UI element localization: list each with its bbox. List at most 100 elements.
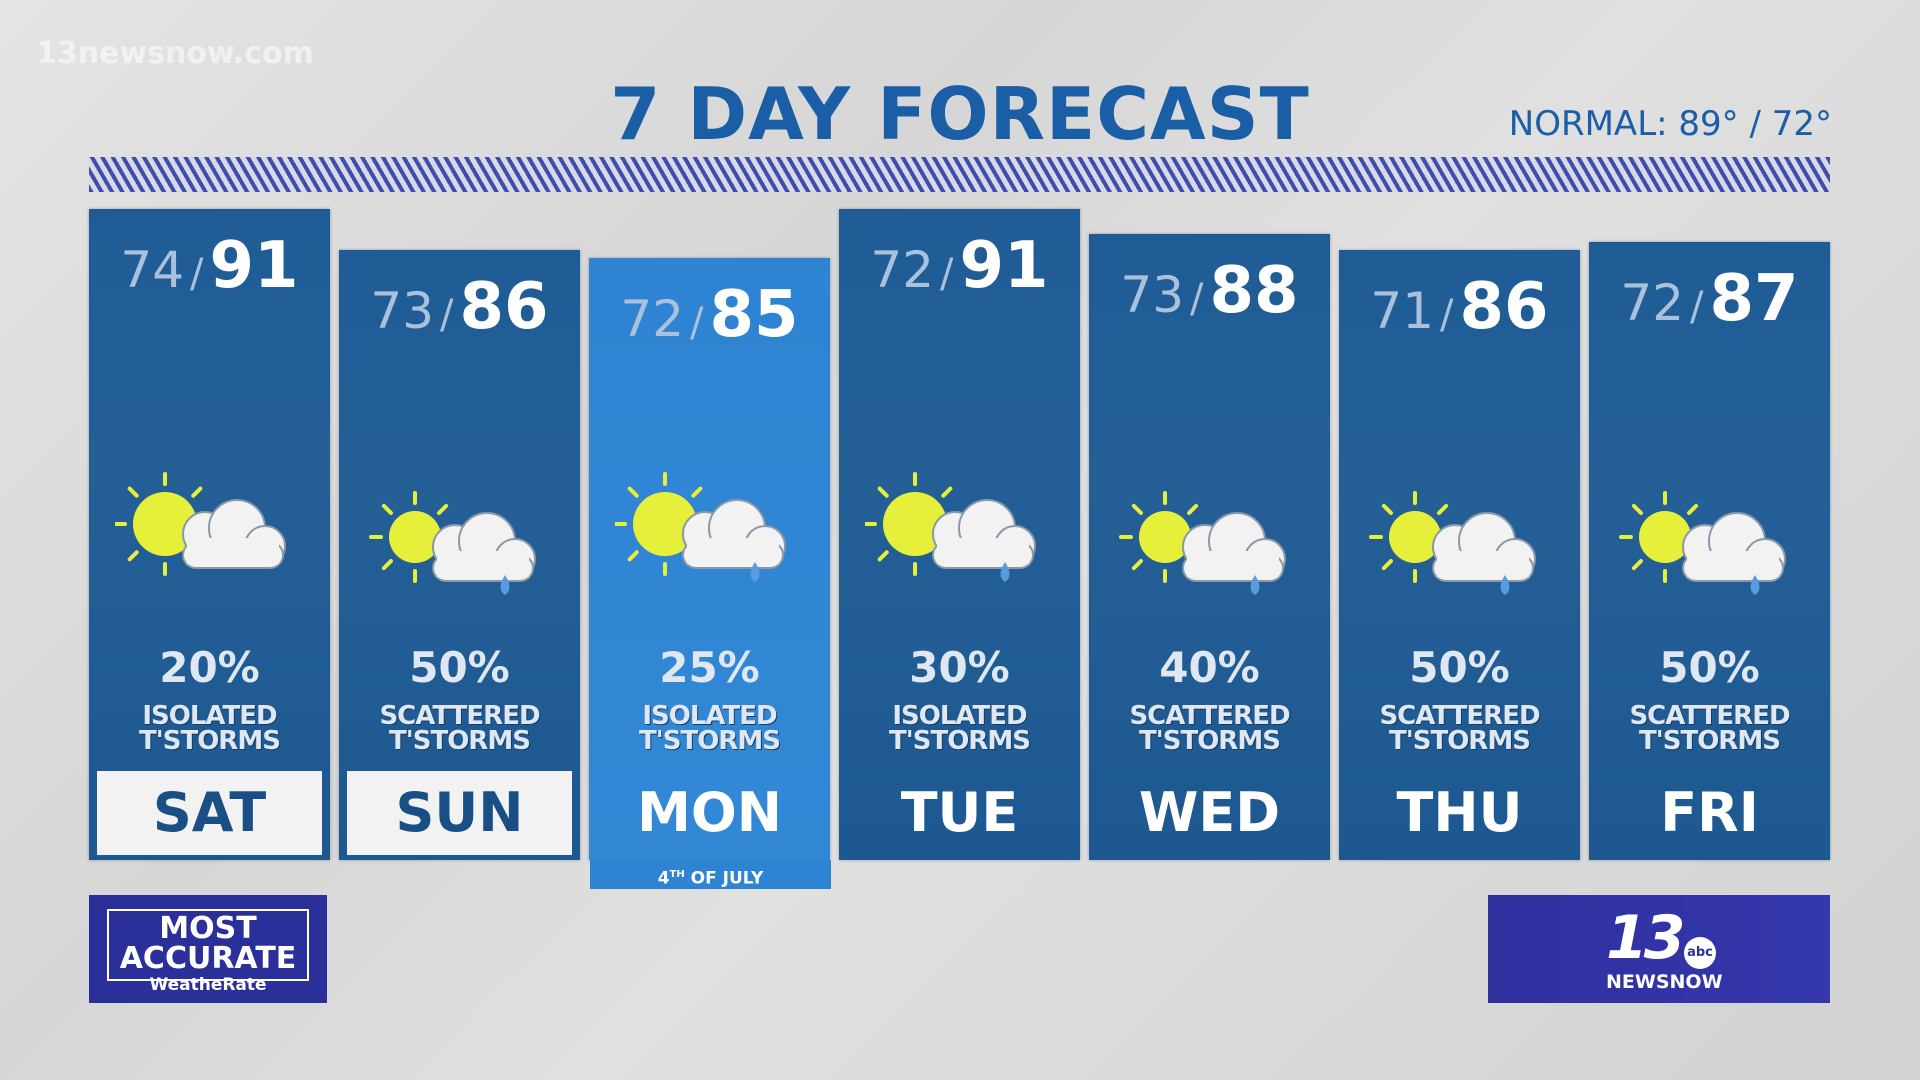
- logo-network: abc: [1684, 937, 1716, 969]
- day-name: SUN: [395, 781, 524, 844]
- temps: 71/86: [1339, 270, 1580, 344]
- accuracy-logo: MOST ACCURATE WeatheRate: [89, 895, 327, 1003]
- condition: SCATTERED: [379, 701, 540, 731]
- rain-drop: [750, 562, 760, 582]
- low-temp: 71: [1370, 282, 1435, 340]
- day-name: WED: [1138, 781, 1281, 844]
- condition: T'STORMS: [639, 726, 781, 756]
- sun-ray: [1437, 503, 1449, 515]
- condition: T'STORMS: [889, 726, 1031, 756]
- precip-chance: 50%: [1409, 643, 1510, 692]
- icon-part: [1687, 551, 1779, 577]
- sun-ray: [1687, 503, 1699, 515]
- icon-part: [437, 551, 529, 577]
- temp-separator: /: [1190, 276, 1204, 322]
- low-temp: 72: [870, 241, 935, 299]
- temp-separator: /: [1690, 284, 1704, 330]
- sun-ray: [1631, 503, 1643, 515]
- temp-separator: /: [1440, 292, 1454, 338]
- temp-separator: /: [940, 251, 954, 297]
- badge-number: 4: [657, 868, 670, 889]
- low-temp: 72: [620, 290, 685, 348]
- sun: [883, 492, 947, 556]
- sun-ray: [1131, 503, 1143, 515]
- logo-frame: [107, 909, 309, 981]
- logo-line: MOST: [159, 911, 257, 946]
- temps: 73/88: [1089, 254, 1330, 328]
- precip-chance: 50%: [409, 643, 510, 692]
- sun: [1139, 511, 1191, 563]
- watermark: 13newsnow.com: [36, 36, 314, 71]
- day-name: MON: [637, 781, 782, 844]
- sun-ray: [1131, 559, 1143, 571]
- high-temp: 85: [709, 278, 799, 352]
- condition: SCATTERED: [1129, 701, 1290, 731]
- condition: T'STORMS: [1639, 726, 1781, 756]
- weather-icon: [865, 472, 1036, 582]
- condition: SCATTERED: [1629, 701, 1790, 731]
- station-logo: 13 abc NEWSNOW: [1488, 895, 1830, 1003]
- low-temp: 72: [1620, 274, 1685, 332]
- low-temp: 73: [1120, 266, 1185, 324]
- high-temp: 91: [959, 229, 1049, 303]
- condition: T'STORMS: [1389, 726, 1531, 756]
- day-name: THU: [1396, 781, 1523, 844]
- sun-ray: [1381, 503, 1393, 515]
- temps: 72/85: [589, 278, 830, 352]
- day-name: TUE: [900, 781, 1019, 844]
- weather-icon: [369, 491, 536, 595]
- condition: ISOLATED: [642, 701, 777, 731]
- precip-chance: 20%: [159, 643, 260, 692]
- high-temp: 87: [1709, 262, 1799, 336]
- high-temp: 88: [1209, 254, 1299, 328]
- condition: T'STORMS: [139, 726, 281, 756]
- rain-drop: [1500, 575, 1510, 595]
- weather-icon: [1369, 491, 1536, 595]
- icon-part: [1437, 551, 1529, 577]
- day-box: [347, 771, 572, 855]
- precip-chance: 50%: [1659, 643, 1760, 692]
- sun-ray: [1187, 503, 1199, 515]
- sun-ray: [877, 486, 889, 498]
- rain-drop: [500, 575, 510, 595]
- sun-ray: [381, 503, 393, 515]
- sun: [389, 511, 441, 563]
- logo-name: NEWSNOW: [1606, 971, 1723, 993]
- temp-separator: /: [190, 251, 204, 297]
- low-temp: 74: [120, 241, 185, 299]
- precip-chance: 30%: [909, 643, 1010, 692]
- icon-part: [687, 538, 779, 564]
- icon-part: [937, 538, 1029, 564]
- sun-ray: [691, 486, 703, 498]
- logo-line: ACCURATE: [119, 941, 297, 976]
- sun-ray: [627, 550, 639, 562]
- icon-part: [187, 538, 279, 564]
- rain-drop: [1750, 575, 1760, 595]
- weather-icon: [615, 472, 786, 582]
- precip-chance: 25%: [659, 643, 760, 692]
- sun-ray: [127, 486, 139, 498]
- weather-icon: [1119, 491, 1286, 595]
- sun-ray: [941, 486, 953, 498]
- temps: 73/86: [339, 270, 580, 344]
- weather-icon: [115, 472, 286, 576]
- hatch-band: [89, 157, 1830, 192]
- sun: [1389, 511, 1441, 563]
- temps: 72/87: [1589, 262, 1830, 336]
- sun-ray: [877, 550, 889, 562]
- condition: T'STORMS: [1139, 726, 1281, 756]
- holiday-badge: 4TH OF JULY: [590, 860, 831, 889]
- temp-separator: /: [440, 292, 454, 338]
- rain-drop: [1000, 562, 1010, 582]
- badge-suffix: TH: [669, 869, 685, 880]
- precip-chance: 40%: [1159, 643, 1260, 692]
- logo-number: 13: [1606, 903, 1685, 973]
- sun-ray: [437, 503, 449, 515]
- temps: 72/91: [839, 229, 1080, 303]
- temps: 74/91: [89, 229, 330, 303]
- low-temp: 73: [370, 282, 435, 340]
- sun-ray: [1381, 559, 1393, 571]
- condition: SCATTERED: [1379, 701, 1540, 731]
- title: 7 DAY FORECAST: [610, 72, 1310, 156]
